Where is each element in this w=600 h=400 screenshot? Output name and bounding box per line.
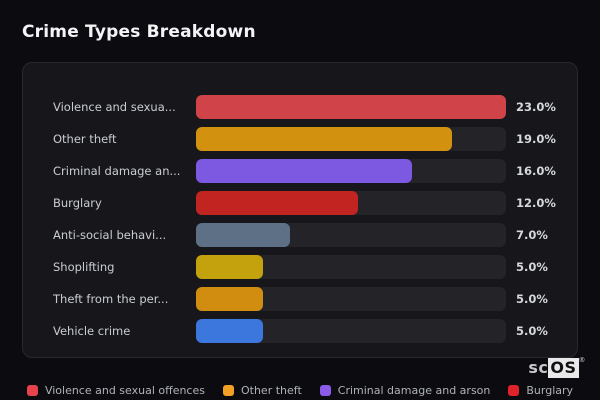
chart-row: Theft from the per... 5.0% [53,283,559,315]
bar-value: 23.0% [516,100,556,114]
logo-boxed-text: OS [548,358,579,378]
legend-swatch-icon [319,385,331,396]
bar[interactable] [196,127,453,151]
bar-label: Other theft [53,132,117,146]
legend-swatch-icon [508,385,520,396]
bar-track [196,191,506,215]
legend-swatch-icon [222,385,234,396]
bar-label: Anti-social behavi... [53,228,167,242]
legend-label: Burglary [526,384,574,397]
bar-value: 12.0% [516,196,556,210]
bar[interactable] [196,223,291,247]
chart-row: Shoplifting 5.0% [53,251,559,283]
bar-value: 5.0% [516,292,548,306]
bar[interactable] [196,319,264,343]
bar-label: Shoplifting [53,260,115,274]
bar[interactable] [196,95,506,119]
logo-prefix: sc [528,358,549,377]
bar-value: 16.0% [516,164,556,178]
legend-item[interactable]: Violence and sexual offences [26,384,205,397]
bar-track [196,159,506,183]
bar-label: Burglary [53,196,102,210]
bar-value: 7.0% [516,228,548,242]
bar-track [196,255,506,279]
bar-track [196,287,506,311]
bar-value: 5.0% [516,260,548,274]
legend-label: Violence and sexual offences [44,384,205,397]
bar[interactable] [196,159,412,183]
chart-row: Anti-social behavi... 7.0% [53,219,559,251]
legend-label: Criminal damage and arson [337,384,491,397]
chart-legend: Violence and sexual offences Other theft C… [0,384,600,397]
crime-breakdown-chart: Violence and sexua... 23.0% Other theft 19.… [22,62,578,358]
bar-label: Theft from the per... [53,292,169,306]
bar-track [196,319,506,343]
bar-value: 5.0% [516,324,548,338]
chart-row: Criminal damage an... 16.0% [53,155,559,187]
bar[interactable] [196,191,358,215]
legend-item[interactable]: Other theft [222,384,302,397]
bar-label: Vehicle crime [53,324,131,338]
chart-rows: Violence and sexua... 23.0% Other theft 19.… [53,91,559,347]
chart-row: Vehicle crime 5.0% [53,315,559,347]
legend-item[interactable]: Burglary [508,384,573,397]
chart-row: Violence and sexua... 23.0% [53,91,559,123]
chart-row: Burglary 12.0% [53,187,559,219]
chart-row: Other theft 19.0% [53,123,559,155]
bar[interactable] [196,255,264,279]
bar-track [196,127,506,151]
legend-swatch-icon [26,385,38,396]
bar-track [196,95,506,119]
bar-value: 19.0% [516,132,556,146]
scos-logo: sc OS ® [528,356,586,378]
bar-label: Criminal damage an... [53,164,181,178]
bar-track [196,223,506,247]
legend-item[interactable]: Criminal damage and arson [319,384,491,397]
legend-label: Other theft [240,384,302,397]
page-title: Crime Types Breakdown [22,22,256,42]
bar[interactable] [196,287,264,311]
bar-label: Violence and sexua... [53,100,176,114]
registered-trademark-icon: ® [578,356,586,364]
